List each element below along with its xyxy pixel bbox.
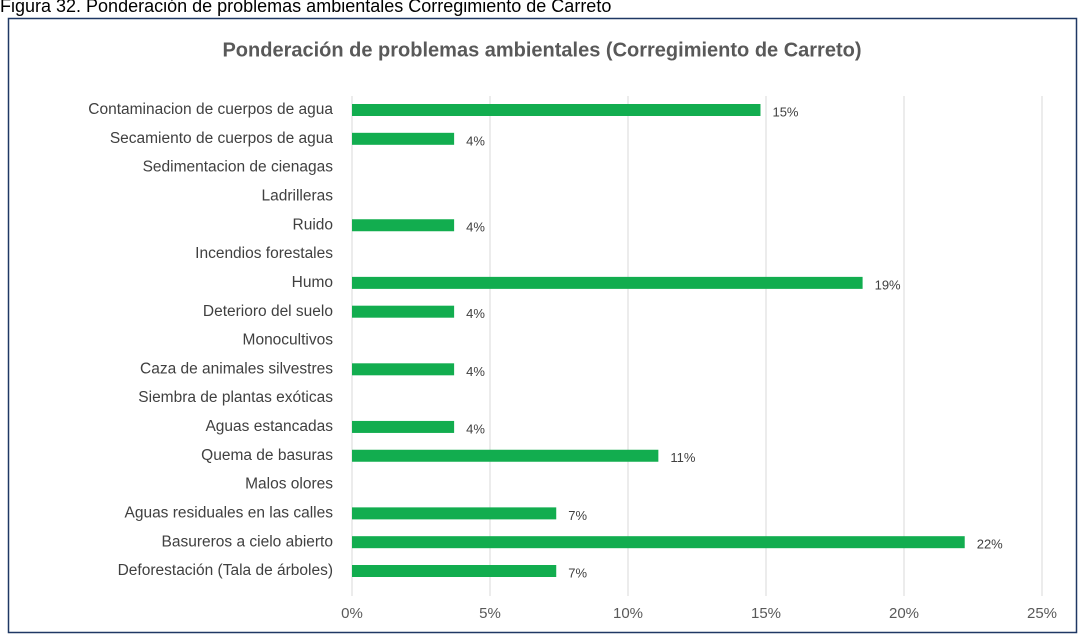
x-tick-label: 15%: [751, 605, 781, 622]
x-tick-label: 0%: [341, 605, 363, 622]
chart-frame: [7, 17, 1078, 634]
y-tick-label: Siembra de plantas exóticas: [138, 389, 333, 406]
bar: [352, 420, 455, 433]
y-tick-label: Aguas residuales en las calles: [124, 504, 333, 521]
y-tick-label: Contaminacion de cuerpos de agua: [88, 101, 333, 118]
y-tick-label: Ruido: [293, 216, 334, 233]
bar: [352, 276, 863, 289]
data-label: 4%: [466, 364, 485, 379]
y-tick-label: Secamiento de cuerpos de agua: [110, 130, 334, 147]
y-tick-label: Basureros a cielo abierto: [162, 533, 333, 550]
bar: [352, 507, 557, 520]
bar: [352, 363, 455, 376]
y-tick-label: Caza de animales silvestres: [140, 360, 333, 377]
data-label: 4%: [466, 306, 485, 321]
bar: [352, 536, 965, 549]
caption: Figura 32. Ponderación de problemas ambi…: [0, 0, 611, 16]
bar: [352, 449, 659, 462]
data-label: 4%: [466, 421, 485, 436]
bar: [352, 132, 455, 145]
data-label: 7%: [568, 508, 587, 523]
chart-title: Ponderación de problemas ambientales (Co…: [222, 39, 861, 61]
data-label: 19%: [875, 277, 901, 292]
bar: [352, 219, 455, 232]
y-tick-label: Sedimentacion de cienagas: [143, 159, 334, 176]
data-label: 22%: [977, 537, 1003, 552]
y-tick-label: Ladrilleras: [261, 188, 333, 205]
bar: [352, 565, 557, 577]
y-tick-label: Deforestación (Tala de árboles): [118, 562, 333, 579]
y-tick-label: Quema de basuras: [201, 447, 333, 464]
data-label: 7%: [568, 565, 587, 580]
x-tick-label: 5%: [479, 605, 501, 622]
y-tick-label: Malos olores: [245, 476, 333, 493]
x-tick-label: 10%: [613, 605, 643, 622]
y-tick-label: Incendios forestales: [195, 245, 333, 262]
data-label: 4%: [466, 133, 485, 148]
y-tick-label: Deterioro del suelo: [203, 303, 333, 320]
x-tick-label: 20%: [889, 605, 919, 622]
y-tick-label: Humo: [292, 274, 333, 291]
bar: [352, 305, 455, 318]
y-tick-label: Aguas estancadas: [205, 418, 333, 435]
data-label: 15%: [772, 104, 798, 119]
x-tick-label: 25%: [1027, 605, 1057, 622]
data-label: 11%: [670, 450, 695, 465]
data-label: 4%: [466, 220, 485, 235]
bar: [352, 104, 761, 116]
y-tick-label: Monocultivos: [243, 332, 334, 349]
